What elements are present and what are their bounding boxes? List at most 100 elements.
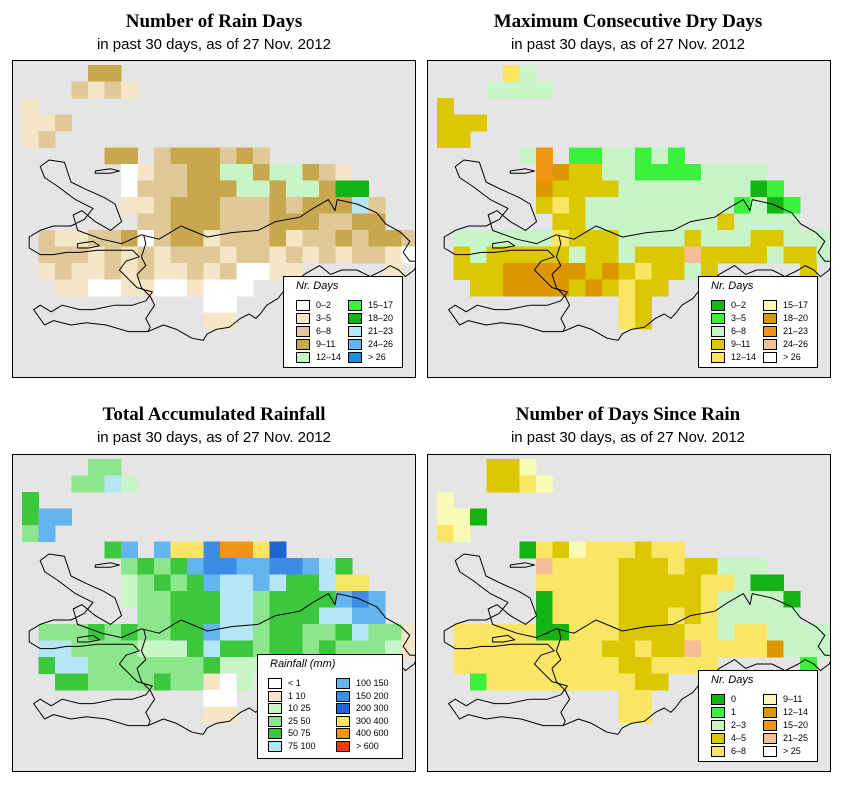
- grid-cell: [203, 279, 221, 297]
- grid-cell: [352, 624, 369, 641]
- grid-cell: [269, 640, 287, 658]
- legend-item: 21–23: [763, 325, 808, 338]
- grid-cell: [154, 197, 171, 214]
- grid-cell: [352, 246, 369, 264]
- legend-swatch: [348, 352, 362, 364]
- grid-cell: [220, 673, 237, 691]
- legend-label: 9–11: [316, 339, 336, 350]
- grid-cell: [38, 525, 56, 542]
- grid-cell: [552, 263, 570, 280]
- grid-cell: [585, 147, 603, 165]
- grid-cell: [220, 607, 237, 625]
- grid-cell: [71, 279, 89, 297]
- grid-cell: [220, 246, 237, 264]
- grid-cell: [618, 197, 636, 214]
- grid-cell: [220, 657, 237, 674]
- grid-cell: [585, 541, 603, 559]
- grid-cell: [71, 263, 89, 280]
- grid-cell: [684, 180, 702, 198]
- grid-cell: [71, 640, 89, 658]
- grid-cell: [137, 607, 155, 625]
- grid-cell: [800, 624, 817, 641]
- grid-cell: [635, 263, 652, 280]
- grid-cell: [170, 213, 188, 231]
- grid-cell: [269, 263, 287, 280]
- grid-cell: [486, 279, 504, 297]
- grid-cell: [38, 508, 56, 526]
- grid-cell: [734, 574, 751, 592]
- grid-cell: [137, 574, 155, 592]
- grid-cell: [22, 114, 39, 132]
- legend-swatch: [711, 694, 725, 706]
- legend-swatch: [296, 352, 310, 364]
- grid-cell: [569, 607, 586, 625]
- grid-cell: [286, 624, 303, 641]
- coastline: [443, 553, 830, 735]
- grid-cell: [767, 246, 784, 264]
- grid-cell: [585, 197, 603, 214]
- grid-cell: [302, 558, 320, 575]
- island-outline: [28, 159, 415, 341]
- grid-cell: [519, 279, 537, 297]
- grid-cell: [38, 114, 56, 132]
- grid-cell: [121, 673, 138, 691]
- grid-cell: [651, 640, 669, 658]
- grid-cell: [437, 492, 454, 509]
- grid-cell: [335, 164, 353, 181]
- grid-cell: [734, 640, 751, 658]
- grid-cell: [503, 640, 520, 658]
- grid-cell: [88, 673, 105, 691]
- grid-cell: [684, 624, 702, 641]
- grid-cell: [618, 706, 636, 724]
- grid-cell: [800, 230, 817, 247]
- grid-cell: [618, 624, 636, 641]
- legend-item: 24–26: [763, 338, 808, 351]
- grid-cell: [717, 558, 735, 575]
- grid-cell: [55, 508, 72, 526]
- grid-cell: [552, 574, 570, 592]
- grid-cell: [684, 246, 702, 264]
- grid-cell: [470, 230, 487, 247]
- grid-cell: [486, 624, 504, 641]
- legend-label: 75 100: [288, 740, 316, 751]
- grid-cell: [602, 591, 619, 608]
- grid-cell: [154, 673, 171, 691]
- grid-cell: [585, 263, 603, 280]
- legend-item: 24–26: [348, 338, 393, 351]
- legend-label: 0: [731, 694, 737, 705]
- grid-cell: [319, 640, 336, 658]
- grid-cell: [55, 263, 72, 280]
- grid-cell: [519, 640, 537, 658]
- grid-cell: [170, 263, 188, 280]
- grid-cell: [635, 574, 652, 592]
- grid-cell: [602, 180, 619, 198]
- grid-cell: [503, 624, 520, 641]
- grid-cell: [71, 475, 89, 493]
- grid-cell: [253, 230, 270, 247]
- legend-item: 18–20: [348, 312, 393, 325]
- legend-item: 3–5: [296, 312, 331, 325]
- grid-cell: [602, 246, 619, 264]
- grid-cell: [701, 558, 718, 575]
- grid-cell: [800, 640, 817, 658]
- grid-cell: [154, 279, 171, 297]
- legend-swatch: [763, 313, 777, 325]
- grid-cell: [635, 640, 652, 658]
- panel-title-days-since-rain: Number of Days Since Rain: [515, 404, 741, 425]
- grid-cell: [585, 640, 603, 658]
- grid-cell: [335, 640, 353, 658]
- legend-label: > 26: [783, 352, 801, 363]
- grid-cell: [536, 279, 553, 297]
- grid-cell: [368, 197, 386, 214]
- grid-cell: [684, 657, 702, 674]
- grid-cell: [536, 246, 553, 264]
- legend-rain-days: Nr. Days 0–2 3–5 6–8 9–11 12–14 15–17 18–20 21–…: [283, 276, 403, 368]
- grid-cell: [701, 624, 718, 641]
- grid-cell: [154, 640, 171, 658]
- grid-cell: [734, 607, 751, 625]
- legend-item: 10 25: [268, 702, 311, 715]
- grid-cell: [253, 263, 270, 280]
- grid-cell: [88, 246, 105, 264]
- country-border: [136, 628, 156, 726]
- legend-label: 400 600: [356, 728, 389, 739]
